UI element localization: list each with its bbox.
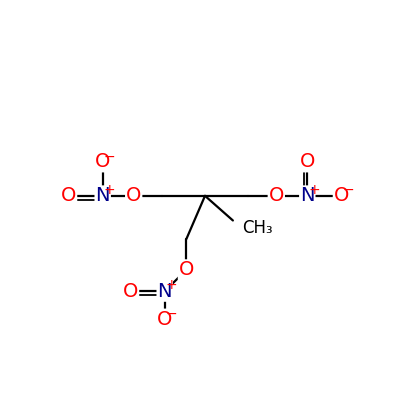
Text: O: O [61,186,76,205]
Text: O: O [126,186,141,205]
Text: +: + [104,183,115,197]
Text: −: − [166,306,177,320]
Text: O: O [179,260,194,279]
Text: O: O [123,282,138,301]
Text: N: N [300,186,314,205]
Text: N: N [158,282,172,301]
Text: O: O [269,186,284,205]
Text: N: N [96,186,110,205]
Text: O: O [334,186,349,205]
Text: +: + [166,278,177,292]
Text: CH₃: CH₃ [242,219,273,237]
Text: −: − [104,150,115,164]
Text: +: + [308,183,320,197]
Text: −: − [342,183,354,197]
Text: O: O [157,310,172,328]
Text: O: O [300,152,315,172]
Text: O: O [95,152,110,172]
